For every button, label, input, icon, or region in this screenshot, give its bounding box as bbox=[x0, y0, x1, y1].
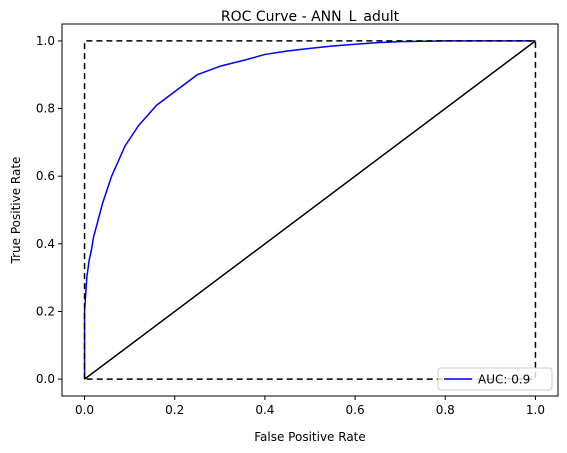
roc-curve-line bbox=[83, 40, 536, 380]
y-tick-label: 1.0 bbox=[36, 34, 55, 48]
x-tick-label: 0.6 bbox=[346, 403, 365, 417]
x-axis-label: False Positive Rate bbox=[254, 430, 366, 444]
x-tick-label: 0.4 bbox=[255, 403, 274, 417]
x-tick-label: 1.0 bbox=[526, 403, 545, 417]
legend-label: AUC: 0.9 bbox=[478, 373, 530, 387]
x-tick-label: 0.2 bbox=[165, 403, 184, 417]
series-layer bbox=[83, 40, 537, 380]
x-tick-label: 0.0 bbox=[75, 403, 94, 417]
y-axis-ticks: 0.0 0.2 0.4 0.6 0.8 1.0 bbox=[36, 34, 62, 386]
x-axis-ticks: 0.0 0.2 0.4 0.6 0.8 1.0 bbox=[75, 396, 545, 417]
perfect-classifier-dashed-line bbox=[83, 40, 537, 380]
legend-box bbox=[437, 367, 553, 391]
y-tick-label: 0.6 bbox=[36, 169, 55, 183]
y-tick-label: 0.0 bbox=[36, 372, 55, 386]
plot-frame bbox=[61, 23, 559, 397]
y-tick-label: 0.4 bbox=[36, 237, 55, 251]
legend: AUC: 0.9 bbox=[437, 367, 553, 391]
x-tick-label: 0.8 bbox=[436, 403, 455, 417]
y-axis-label: True Positive Rate bbox=[9, 157, 23, 265]
y-tick-label: 0.2 bbox=[36, 304, 55, 318]
chart-title: ROC Curve - ANN_L_adult bbox=[221, 9, 400, 25]
diagonal-reference-line bbox=[84, 40, 536, 380]
y-tick-label: 0.8 bbox=[36, 102, 55, 116]
plot-area bbox=[61, 23, 559, 397]
